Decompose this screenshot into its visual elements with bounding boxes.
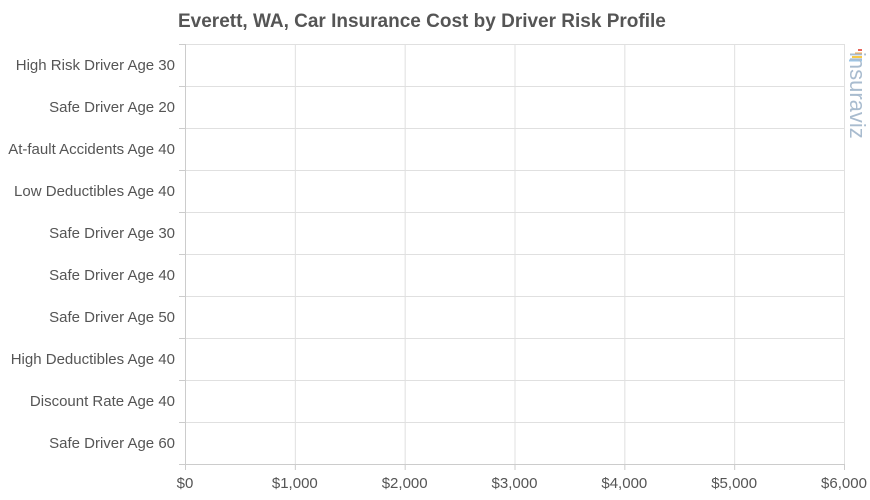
watermark-bar [849, 59, 862, 62]
grid [185, 44, 845, 464]
watermark-logo: insuraviz [845, 49, 870, 139]
x-tick-label: $5,000 [711, 475, 757, 492]
watermark-text: insuraviz [845, 52, 870, 139]
watermark-bar [855, 52, 862, 55]
x-tick-label: $3,000 [492, 475, 538, 492]
category-labels: High Risk Driver Age 30 Safe Driver Age 2… [8, 57, 175, 452]
watermark-bars-icon [849, 49, 862, 62]
category-label: High Risk Driver Age 30 [16, 57, 175, 74]
watermark-bar [852, 56, 862, 58]
category-label: Safe Driver Age 60 [49, 435, 175, 452]
x-tick-labels: $0 $1,000 $2,000 $3,000 $4,000 $5,000 $6,000 [177, 475, 867, 492]
x-tick-label: $2,000 [382, 475, 428, 492]
category-label: Low Deductibles Age 40 [14, 183, 175, 200]
category-label: At-fault Accidents Age 40 [8, 141, 175, 158]
category-label: Safe Driver Age 20 [49, 99, 175, 116]
x-tick-label: $1,000 [272, 475, 318, 492]
category-label: Safe Driver Age 40 [49, 267, 175, 284]
watermark-bar [858, 49, 862, 51]
x-tick-label: $0 [177, 475, 194, 492]
category-label: Safe Driver Age 50 [49, 309, 175, 326]
axes [179, 44, 845, 470]
chart-title: Everett, WA, Car Insurance Cost by Drive… [178, 11, 666, 32]
category-label: Safe Driver Age 30 [49, 225, 175, 242]
category-label: Discount Rate Age 40 [30, 393, 175, 410]
x-tick-label: $6,000 [821, 475, 867, 492]
category-label: High Deductibles Age 40 [11, 351, 175, 368]
x-tick-label: $4,000 [601, 475, 647, 492]
